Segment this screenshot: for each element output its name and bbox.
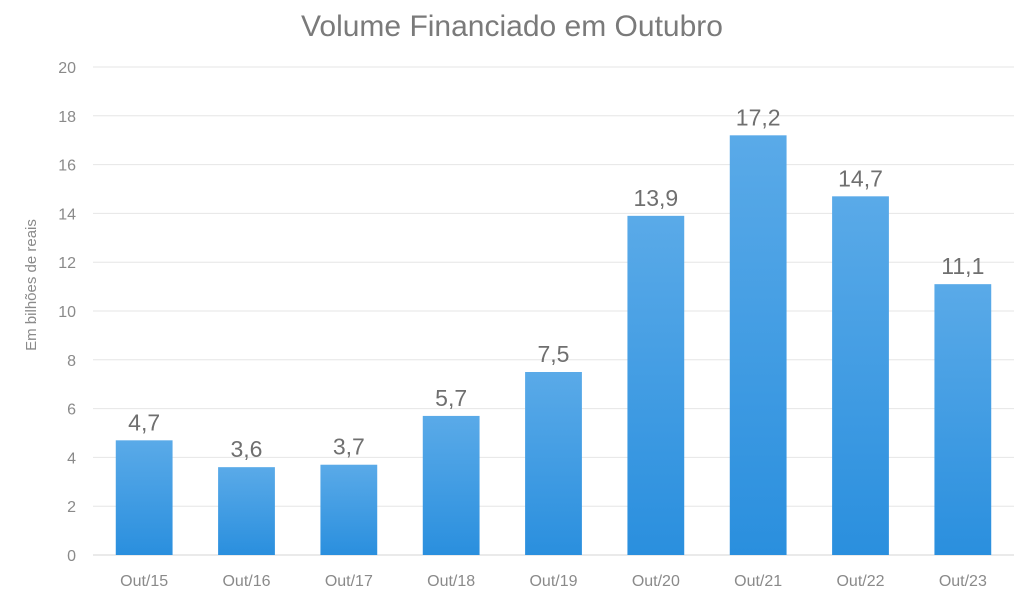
x-tick-label: Out/20 bbox=[632, 573, 680, 590]
x-tick-label: Out/18 bbox=[427, 573, 475, 590]
bar-out-17 bbox=[320, 464, 378, 555]
y-tick-label: 8 bbox=[67, 353, 76, 370]
bar-value-label: 3,6 bbox=[231, 436, 263, 462]
x-tick-label: Out/19 bbox=[529, 573, 577, 590]
y-axis-ticks: 0 2 4 6 8 10 12 14 16 18 20 bbox=[58, 60, 76, 565]
bar-out-18 bbox=[422, 415, 480, 555]
y-tick-label: 14 bbox=[58, 206, 76, 223]
bar-value-label: 7,5 bbox=[538, 341, 570, 367]
data-labels: 4,7 3,6 3,7 5,7 7,5 13,9 17,2 14,7 11,1 bbox=[128, 104, 984, 462]
y-tick-label: 18 bbox=[58, 109, 76, 126]
bar-out-16 bbox=[218, 467, 275, 555]
y-tick-label: 6 bbox=[67, 402, 76, 419]
x-tick-label: Out/16 bbox=[222, 573, 270, 590]
bar-value-label: 11,1 bbox=[941, 253, 984, 279]
y-tick-label: 12 bbox=[58, 255, 76, 272]
x-tick-label: Out/17 bbox=[325, 573, 373, 590]
y-tick-label: 2 bbox=[67, 499, 76, 516]
bar-out-19 bbox=[525, 372, 582, 555]
y-axis-title: Em bilhões de reais bbox=[23, 219, 40, 351]
x-tick-label: Out/23 bbox=[939, 573, 987, 590]
bar-value-label: 17,2 bbox=[736, 104, 781, 130]
bar-value-label: 5,7 bbox=[435, 385, 467, 411]
bar-out-20 bbox=[627, 215, 685, 555]
x-tick-label: Out/15 bbox=[120, 573, 168, 590]
bar-value-label: 3,7 bbox=[333, 434, 365, 460]
bar-out-15 bbox=[115, 440, 173, 555]
y-tick-label: 10 bbox=[58, 304, 76, 321]
bar-out-21 bbox=[729, 135, 787, 555]
y-tick-label: 16 bbox=[58, 158, 76, 175]
bar-out-22 bbox=[832, 196, 889, 555]
bar-value-label: 4,7 bbox=[128, 409, 160, 435]
x-axis-ticks: Out/15 Out/16 Out/17 Out/18 Out/19 Out/20 Out/… bbox=[120, 573, 987, 590]
y-tick-label: 20 bbox=[58, 60, 76, 77]
bars bbox=[115, 135, 992, 555]
y-tick-label: 4 bbox=[67, 450, 76, 467]
y-tick-label: 0 bbox=[67, 548, 76, 565]
bar-out-23 bbox=[934, 284, 992, 555]
x-tick-label: Out/22 bbox=[836, 573, 884, 590]
bar-value-label: 13,9 bbox=[633, 185, 678, 211]
bar-value-label: 14,7 bbox=[838, 165, 883, 191]
x-tick-label: Out/21 bbox=[734, 573, 782, 590]
chart-title: Volume Financiado em Outubro bbox=[301, 10, 723, 43]
